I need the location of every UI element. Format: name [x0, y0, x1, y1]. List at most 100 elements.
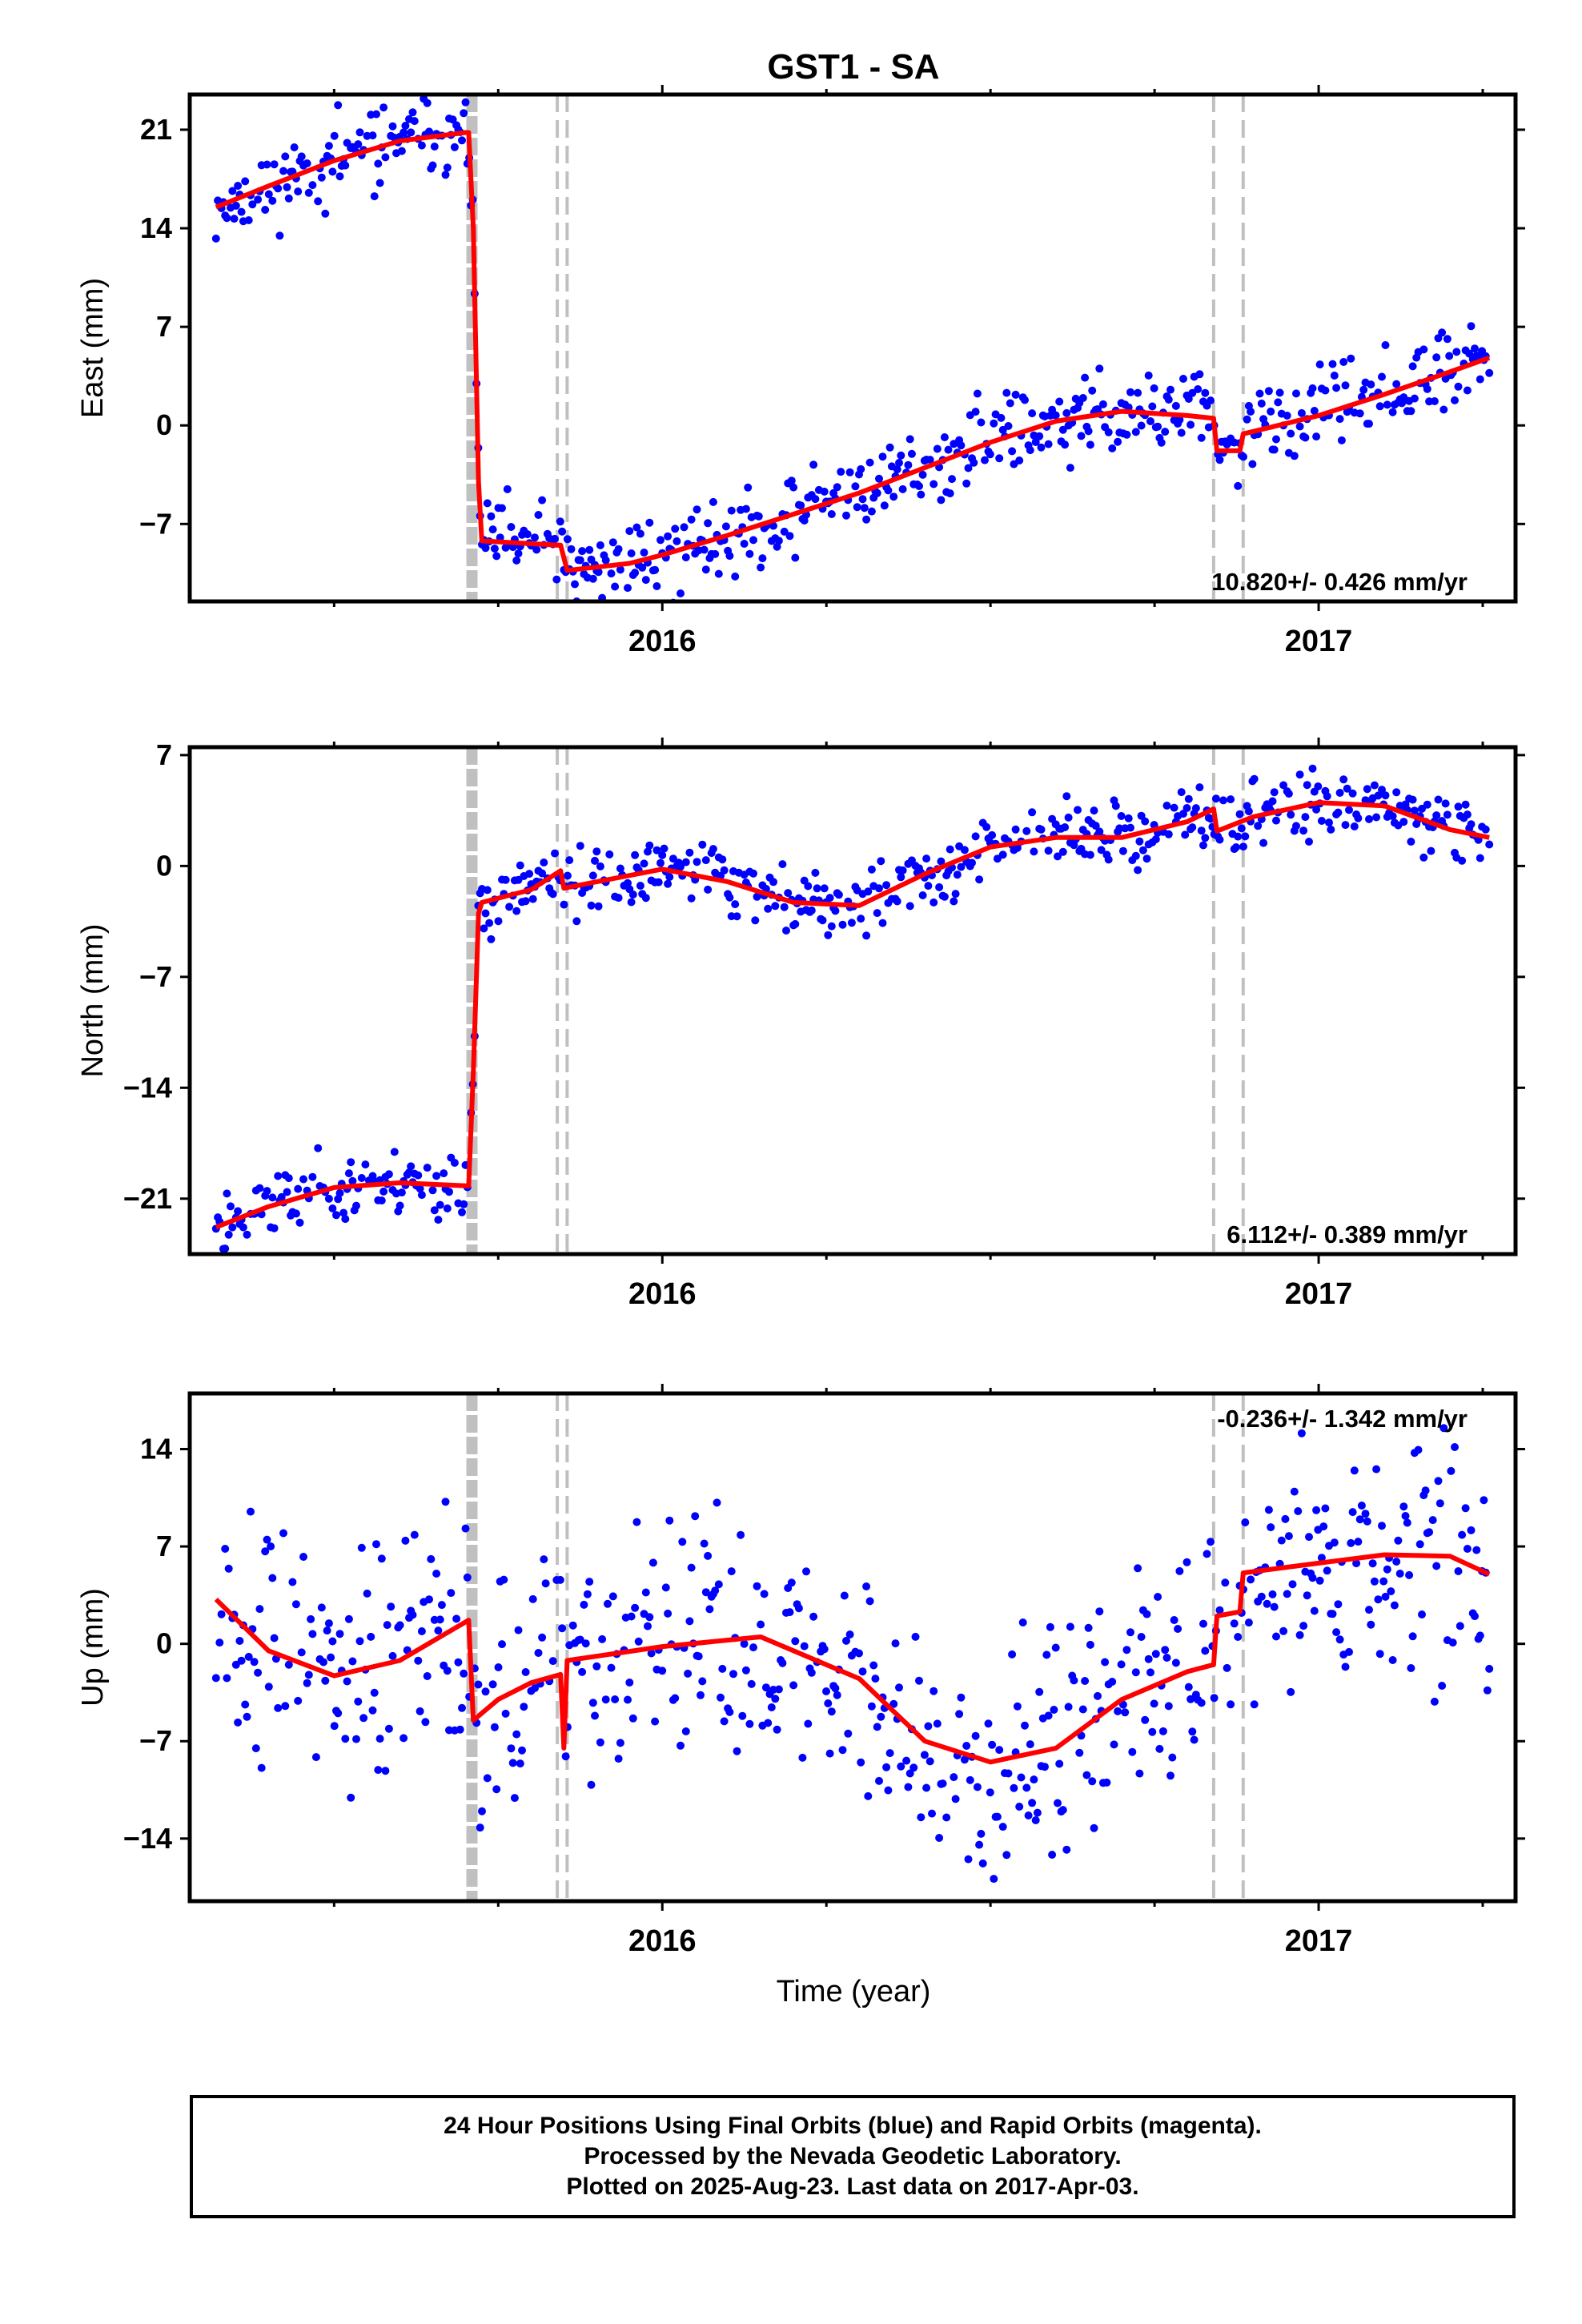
data-point [1267, 1523, 1275, 1532]
data-point [1201, 388, 1210, 397]
data-point [1315, 1576, 1324, 1585]
panel-east: 21 14 7 0 −7 2016 2017 East (mm) 10.820+/- 0.426… [76, 85, 1525, 658]
data-point [918, 891, 927, 899]
data-point [990, 419, 998, 428]
data-point [1381, 1592, 1390, 1601]
data-point [250, 1658, 259, 1667]
data-point [461, 1524, 470, 1533]
data-point [988, 1740, 997, 1749]
data-point [1345, 1647, 1353, 1656]
data-point [780, 527, 789, 536]
data-point [580, 1600, 588, 1609]
data-point [895, 1683, 903, 1692]
data-point [1374, 1595, 1383, 1604]
data-point [1171, 1659, 1180, 1667]
data-point [267, 1542, 275, 1550]
data-point [802, 1567, 810, 1576]
data-point [864, 887, 873, 896]
data-point [640, 549, 648, 557]
data-point [1452, 348, 1461, 356]
data-point [740, 1639, 749, 1648]
x-tick-label: 2017 [1285, 1277, 1353, 1311]
data-point [698, 840, 707, 849]
data-point [1463, 386, 1472, 395]
data-point [1054, 852, 1062, 861]
data-point [867, 1702, 876, 1711]
data-point [211, 234, 220, 243]
data-point [443, 1667, 452, 1675]
data-point [842, 1636, 850, 1645]
data-point [1086, 850, 1094, 859]
data-point [1081, 1677, 1090, 1685]
panels: 21 14 7 0 −7 2016 2017 East (mm) 10.820+/- 0.426… [76, 85, 1525, 1958]
data-point [607, 569, 616, 578]
data-point [576, 556, 584, 565]
data-point [1407, 1664, 1415, 1672]
data-point [476, 1823, 484, 1832]
data-point [1284, 790, 1293, 798]
data-point [651, 565, 660, 574]
data-point [614, 545, 623, 553]
data-point [460, 1669, 468, 1678]
data-point [701, 1588, 710, 1597]
data-point [1184, 794, 1193, 803]
data-point [279, 167, 287, 175]
data-point [962, 479, 971, 488]
x-tick-label: 2017 [1285, 625, 1353, 658]
data-point [1182, 1558, 1191, 1566]
data-point [791, 553, 800, 562]
data-point [995, 1746, 1004, 1755]
data-point [1264, 387, 1273, 396]
y-tick-label: −7 [139, 960, 172, 993]
data-point [383, 1621, 391, 1630]
data-point [408, 1610, 417, 1619]
data-point [335, 172, 344, 181]
data-point [490, 545, 499, 553]
data-point [241, 177, 250, 186]
data-point [552, 575, 561, 584]
data-point [288, 1578, 297, 1586]
data-point [270, 160, 279, 169]
data-point [1254, 822, 1263, 830]
data-point [971, 832, 980, 841]
data-point [1148, 1727, 1157, 1736]
data-point [638, 563, 647, 572]
data-point [1327, 825, 1335, 834]
data-point [627, 898, 636, 907]
data-point [434, 1216, 443, 1224]
data-point [291, 1209, 300, 1218]
data-point [228, 1223, 237, 1232]
data-point [237, 207, 246, 216]
data-point [924, 882, 933, 891]
data-point [813, 884, 821, 893]
data-point [370, 192, 379, 201]
data-point [427, 1554, 436, 1563]
data-point [1164, 396, 1173, 404]
data-point [1392, 1558, 1401, 1566]
data-point [423, 1672, 432, 1680]
data-point [330, 131, 339, 140]
data-point [359, 1714, 368, 1723]
data-point [1195, 370, 1204, 379]
y-tick-label: 0 [156, 1627, 172, 1660]
data-point [731, 900, 740, 909]
data-point [1341, 1663, 1350, 1671]
data-point [1134, 1564, 1142, 1573]
data-point [1435, 1499, 1444, 1508]
data-point [1299, 1622, 1308, 1630]
data-point [1190, 1735, 1199, 1744]
data-point [1461, 1504, 1470, 1513]
data-point [700, 545, 709, 554]
data-point [443, 1204, 452, 1212]
data-point [372, 1540, 380, 1549]
data-point [627, 549, 636, 557]
data-point [614, 1755, 623, 1763]
data-point [255, 1605, 264, 1614]
data-point [1299, 826, 1308, 835]
data-point [957, 862, 966, 871]
data-point [789, 483, 798, 492]
data-point [324, 1619, 333, 1628]
data-point [694, 1652, 703, 1661]
data-point [1161, 428, 1170, 436]
data-point [1268, 1590, 1277, 1598]
